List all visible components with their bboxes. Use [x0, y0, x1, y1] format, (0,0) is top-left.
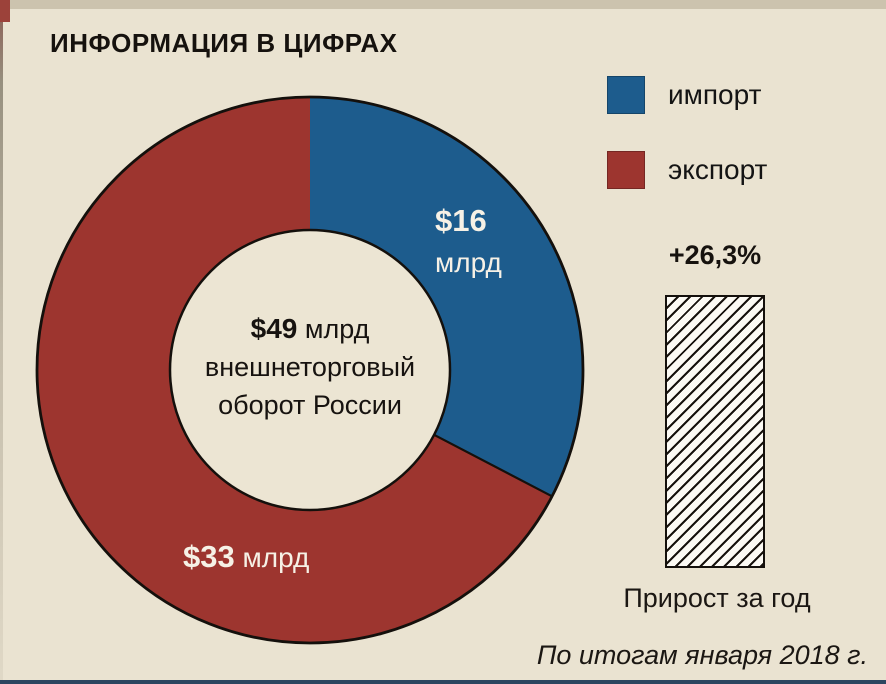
export-legend-label: экспорт	[668, 154, 768, 185]
export-unit: млрд	[242, 542, 310, 573]
export-value-label: $33 млрд	[183, 541, 309, 572]
top-edge-strip	[0, 0, 886, 9]
import-swatch	[607, 76, 645, 114]
donut-outline	[35, 95, 585, 645]
center-line2: внешнеторговый	[204, 352, 416, 382]
footnote: По итогам января 2018 г.	[536, 640, 868, 670]
donut-center-label: $49 млрд внешнеторговый оборот России	[145, 310, 475, 424]
slice-divider	[433, 433, 553, 498]
import-unit: млрд	[435, 247, 502, 278]
donut-svg	[35, 95, 585, 645]
center-line3: оборот России	[218, 390, 402, 420]
left-edge-line	[0, 0, 3, 684]
donut-hole	[168, 228, 452, 512]
growth-value: +26,3%	[668, 240, 762, 270]
donut-chart	[35, 95, 585, 645]
legend-item-import: импорт	[607, 76, 767, 114]
total-value: $49	[250, 313, 298, 344]
export-swatch	[607, 151, 645, 189]
bottom-edge-line	[0, 680, 886, 684]
export-value: $33	[183, 539, 235, 574]
page-title: ИНФОРМАЦИЯ В ЦИФРАХ	[50, 28, 398, 58]
legend-item-export: экспорт	[607, 151, 767, 189]
import-legend-label: импорт	[668, 79, 762, 110]
growth-hatched-bar	[665, 295, 765, 568]
corner-red-mark	[0, 0, 10, 22]
growth-caption: Прирост за год	[623, 583, 811, 613]
legend: импорт экспорт	[607, 76, 767, 226]
import-value-label: $16 млрд	[435, 205, 502, 277]
total-unit: млрд	[304, 314, 370, 344]
import-value: $16	[435, 203, 487, 238]
